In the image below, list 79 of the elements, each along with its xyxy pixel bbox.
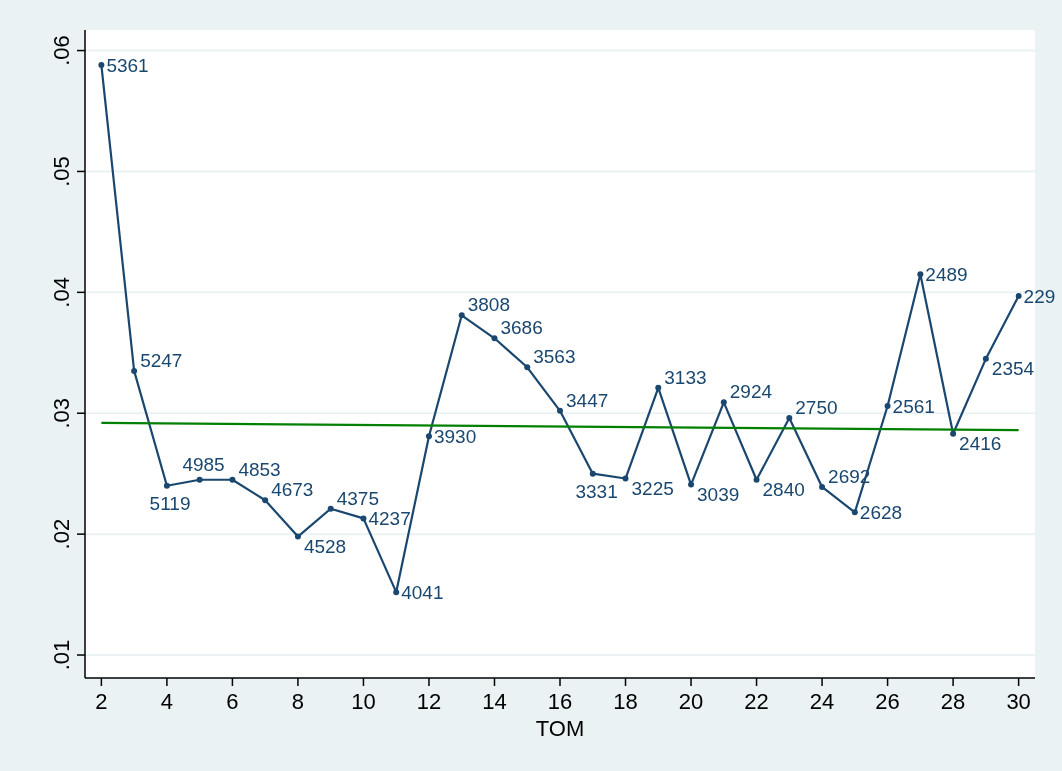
point [131, 367, 138, 374]
x-tick-label: 10 [351, 689, 376, 714]
x-tick-label: 12 [416, 689, 442, 714]
annotation: 3808 [467, 294, 511, 316]
point [196, 476, 203, 483]
point [982, 355, 989, 362]
y-tick-label: .01 [49, 639, 74, 671]
x-tick-label: 22 [744, 689, 769, 714]
point [589, 470, 596, 477]
point [851, 509, 858, 516]
annotation: 4237 [368, 508, 411, 530]
y-tick-label: .02 [49, 518, 74, 550]
annotation: 3563 [533, 346, 576, 368]
point [229, 476, 236, 483]
point [425, 433, 432, 440]
point [786, 415, 793, 422]
annotation: 229 [1023, 285, 1056, 307]
annotation: 3331 [575, 480, 618, 502]
point [655, 384, 662, 391]
point [753, 476, 760, 483]
point [491, 335, 498, 342]
x-tick-label: 2 [95, 689, 108, 714]
y-tick-label: .04 [49, 277, 74, 308]
annotation: 3133 [664, 366, 707, 388]
annotation: 4375 [336, 487, 379, 509]
point [884, 402, 891, 409]
annotation: 2561 [892, 395, 935, 417]
x-tick-label: 8 [291, 689, 305, 714]
y-tick-label: .03 [49, 397, 74, 429]
annotation: 3039 [697, 483, 740, 505]
x-tick-label: 20 [678, 689, 704, 714]
annotation: 2924 [729, 381, 773, 403]
x-tick-label: 30 [1006, 689, 1031, 714]
annotation: 4673 [271, 479, 314, 501]
point [163, 482, 170, 489]
annotation: 2628 [859, 502, 903, 524]
point [950, 430, 957, 437]
x-axis-title: TOM [535, 716, 585, 741]
annotation: 3225 [631, 477, 674, 499]
point [720, 399, 727, 406]
point [917, 271, 924, 278]
x-tick-label: 28 [940, 689, 966, 714]
point [262, 497, 269, 504]
annotation: 4041 [401, 582, 444, 604]
point [819, 483, 826, 490]
annotation: 5247 [140, 349, 183, 371]
x-tick-label: 6 [226, 689, 239, 714]
x-tick-label: 24 [809, 689, 835, 714]
x-tick-label: 14 [482, 689, 507, 714]
annotation: 5361 [106, 55, 149, 77]
annotation: 2416 [959, 432, 1002, 454]
point [393, 589, 400, 596]
annotation: 2840 [762, 478, 805, 500]
annotation: 3447 [566, 389, 609, 411]
point [622, 475, 629, 482]
annotation: 3686 [500, 317, 543, 339]
x-tick-label: 26 [875, 689, 900, 714]
annotation: 2354 [991, 357, 1035, 379]
point [327, 505, 334, 512]
point [524, 364, 531, 371]
annotation: 2489 [925, 264, 968, 286]
point [1015, 292, 1022, 299]
annotation: 4528 [303, 535, 347, 557]
annotation: 4853 [238, 458, 281, 480]
point [98, 62, 105, 69]
x-tick-label: 4 [160, 689, 174, 714]
x-tick-label: 18 [613, 689, 638, 714]
annotation: 2750 [795, 397, 838, 419]
y-tick-label: .06 [49, 35, 74, 66]
point [688, 481, 695, 488]
point [360, 515, 367, 522]
annotation: 5119 [149, 492, 191, 514]
x-tick-label: 16 [547, 689, 573, 714]
annotation: 3930 [433, 426, 477, 448]
annotation: 4985 [182, 453, 225, 475]
y-tick-label: .05 [49, 156, 74, 187]
point [294, 533, 301, 540]
point [458, 312, 465, 319]
point [557, 407, 563, 414]
